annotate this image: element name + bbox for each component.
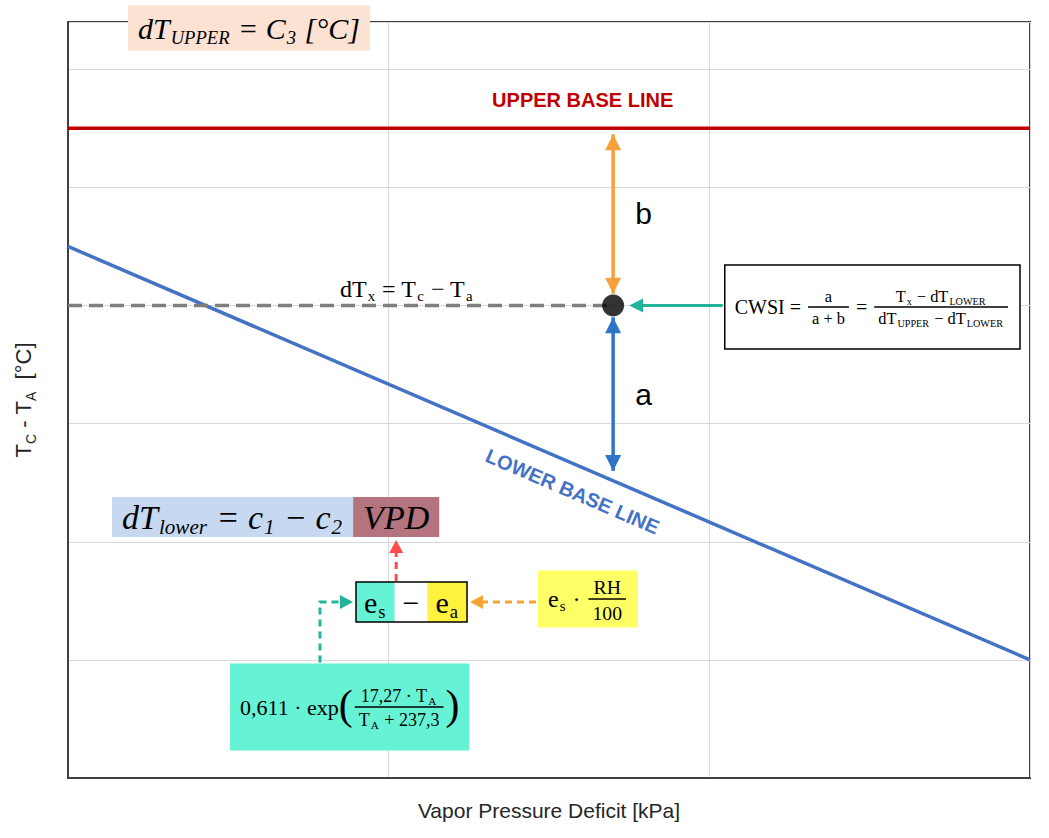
svg-text:a: a [825,287,833,306]
svg-text:dT: dT [340,276,367,302]
svg-text:- T: - T [11,401,36,434]
svg-text:a: a [466,288,473,304]
svg-text:x: x [907,296,912,307]
svg-text:c: c [417,288,424,304]
svg-text:= c: = c [216,499,263,536]
svg-text:2: 2 [332,515,343,539]
svg-text:− c: − c [284,499,331,536]
svg-text:s: s [378,601,385,622]
svg-text:= T: = T [382,276,416,302]
svg-text:lower: lower [159,515,208,539]
svg-text:1: 1 [264,515,275,539]
svg-text:UPPER: UPPER [171,27,231,48]
svg-text:A: A [371,719,379,731]
svg-text:·: · [572,586,580,612]
svg-text:[°C]: [°C] [305,12,360,45]
svg-text:b: b [635,197,652,230]
svg-text:− dT: − dT [917,287,949,306]
svg-text:17,27 · T: 17,27 · T [361,686,427,706]
svg-text:=: = [856,296,867,318]
svg-text:LOWER: LOWER [967,318,1003,329]
svg-text:a + b: a + b [812,309,845,328]
svg-text:x: x [368,288,376,304]
svg-text:[°C]: [°C] [11,342,36,391]
svg-text:UPPER: UPPER [897,318,929,329]
svg-text:e: e [364,586,377,619]
svg-text:A: A [23,391,39,401]
svg-text:= C: = C [238,12,287,45]
svg-text:T: T [896,287,906,306]
svg-text:LOWER: LOWER [949,296,985,307]
svg-text:UPPER BASE LINE: UPPER BASE LINE [492,89,673,111]
svg-text:0,611 · exp: 0,611 · exp [240,695,339,720]
svg-text:s: s [560,598,566,614]
svg-text:a: a [635,378,652,411]
svg-text:dT: dT [138,12,172,45]
svg-text:RH: RH [594,576,621,598]
svg-text:e: e [548,586,559,612]
svg-text:dT: dT [878,309,896,328]
svg-text:− T: − T [431,276,465,302]
svg-text:A: A [428,695,436,707]
svg-text:+ 237,3: + 237,3 [384,710,439,730]
svg-text:LOWER BASE LINE: LOWER BASE LINE [482,445,662,539]
svg-text:Vapor Pressure Deficit [kPa]: Vapor Pressure Deficit [kPa] [418,799,680,822]
svg-text:VPD: VPD [363,499,430,536]
svg-text:3: 3 [286,27,296,48]
svg-text:100: 100 [592,602,622,624]
svg-text:− dT: − dT [934,309,966,328]
svg-text:a: a [450,601,458,622]
svg-text:T: T [359,710,370,730]
svg-text:−: − [403,586,420,619]
svg-text:C: C [23,434,39,444]
svg-text:CWSI =: CWSI = [735,296,801,318]
svg-text:T: T [11,444,36,457]
svg-text:(: ( [339,682,353,729]
svg-text:e: e [435,586,448,619]
svg-text:dT: dT [122,499,160,536]
svg-text:): ) [445,682,459,729]
